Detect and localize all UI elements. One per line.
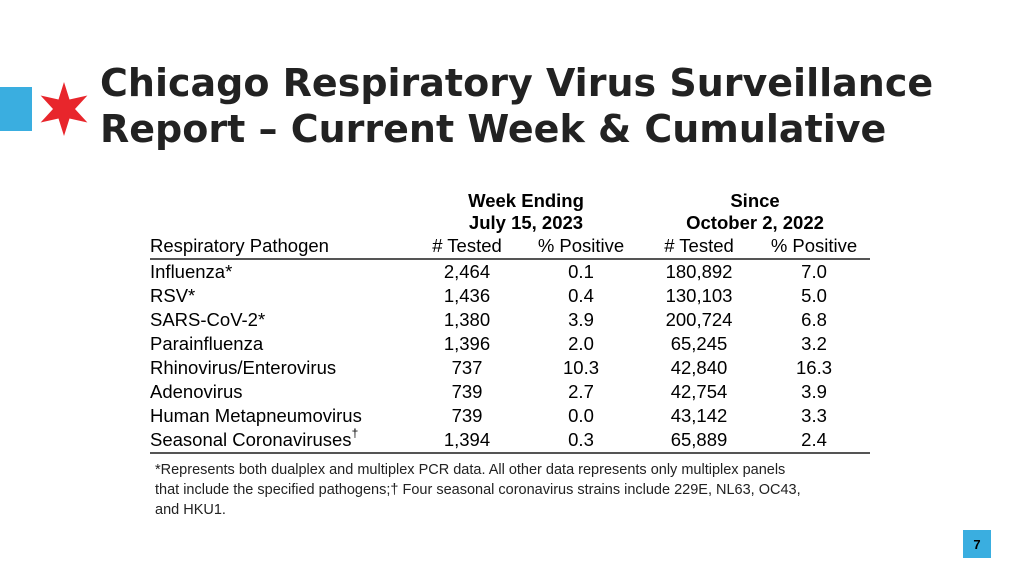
week-positive-cell: 0.4 [568, 285, 594, 306]
column-header-row: Respiratory Pathogen # Tested % Positive… [150, 234, 871, 260]
since-tested-cell: 42,840 [670, 357, 728, 378]
column-header-week-tested: # Tested [412, 234, 522, 260]
since-tested-cell: 130,103 [665, 285, 733, 306]
since-positive-cell: 3.3 [801, 405, 827, 426]
pathogen-cell: RSV* [150, 285, 196, 306]
table-row: Human Metapneumovirus 739 0.0 43,142 3.3 [150, 404, 870, 428]
since-tested-cell: 43,142 [670, 405, 728, 426]
week-tested-cell: 739 [451, 381, 483, 402]
week-positive-cell: 0.1 [568, 261, 594, 282]
since-tested-cell: 65,245 [670, 333, 728, 354]
pathogen-cell: Influenza* [150, 261, 233, 282]
column-header-since-tested: # Tested [640, 234, 759, 260]
column-group-header-row: Week Ending July 15, 2023 Since October … [150, 190, 870, 234]
pathogen-cell: Parainfluenza [150, 333, 264, 354]
since-group-header: Since October 2, 2022 [640, 190, 870, 234]
since-positive-cell: 2.4 [758, 428, 871, 454]
page-title: Chicago Respiratory Virus Surveillance R… [100, 60, 980, 152]
pathogen-cell: Adenovirus [150, 381, 243, 402]
footnote-line-3: and HKU1. [155, 502, 226, 518]
week-tested-cell: 1,380 [443, 309, 491, 330]
page-number: 7 [963, 530, 991, 558]
week-positive-cell: 10.3 [563, 357, 600, 378]
since-positive-cell: 5.0 [801, 285, 827, 306]
pathogen-cell: Rhinovirus/Enterovirus [150, 357, 337, 378]
week-tested-cell: 1,436 [443, 285, 491, 306]
week-positive-cell: 0.3 [522, 428, 641, 454]
pathogen-name: Seasonal Coronaviruses [150, 429, 352, 450]
since-positive-cell: 16.3 [796, 357, 833, 378]
since-tested-cell: 180,892 [665, 261, 733, 282]
since-tested-cell: 65,889 [640, 428, 759, 454]
empty-group-cell [150, 190, 412, 234]
column-header-since-positive: % Positive [758, 234, 871, 260]
week-tested-cell: 739 [451, 405, 483, 426]
pathogen-cell: SARS-CoV-2* [150, 309, 266, 330]
since-date: October 2, 2022 [686, 212, 824, 233]
since-positive-cell: 7.0 [801, 261, 827, 282]
pathogen-cell: Seasonal Coronaviruses† [150, 425, 412, 454]
dagger-footnote-mark: † [351, 425, 359, 440]
since-positive-cell: 3.2 [801, 333, 827, 354]
title-line-1: Chicago Respiratory Virus Surveillance [100, 61, 934, 105]
surveillance-table: Week Ending July 15, 2023 Since October … [150, 190, 871, 454]
table-row: RSV* 1,436 0.4 130,103 5.0 [150, 284, 870, 308]
week-positive-cell: 0.0 [568, 405, 594, 426]
week-tested-cell: 2,464 [443, 261, 491, 282]
six-point-star-icon [40, 82, 88, 136]
table-row: Parainfluenza 1,396 2.0 65,245 3.2 [150, 332, 870, 356]
footnote-line-2: that include the specified pathogens;† F… [155, 482, 801, 498]
column-header-week-positive: % Positive [522, 234, 641, 260]
table-row: Seasonal Coronaviruses† 1,394 0.3 65,889… [150, 425, 871, 454]
week-tested-cell: 737 [451, 357, 483, 378]
week-ending-date: July 15, 2023 [468, 212, 584, 233]
week-tested-cell: 1,396 [443, 333, 491, 354]
table-row: SARS-CoV-2* 1,380 3.9 200,724 6.8 [150, 308, 870, 332]
week-positive-cell: 3.9 [568, 309, 594, 330]
column-header-pathogen: Respiratory Pathogen [150, 234, 412, 260]
since-tested-cell: 42,754 [670, 381, 728, 402]
pathogen-cell: Human Metapneumovirus [150, 405, 362, 426]
week-ending-group-header: Week Ending July 15, 2023 [412, 190, 640, 234]
week-positive-cell: 2.0 [568, 333, 594, 354]
since-positive-cell: 3.9 [801, 381, 827, 402]
title-line-2: Report – Current Week & Cumulative [100, 107, 887, 151]
since-tested-cell: 200,724 [665, 309, 733, 330]
since-label: Since [730, 190, 780, 211]
table-row: Adenovirus 739 2.7 42,754 3.9 [150, 380, 870, 404]
surveillance-table-container: Week Ending July 15, 2023 Since October … [150, 190, 871, 520]
table-footnote: *Represents both dualplex and multiplex … [150, 460, 870, 520]
accent-bar [0, 87, 32, 131]
week-tested-cell: 1,394 [412, 428, 522, 454]
since-positive-cell: 6.8 [801, 309, 827, 330]
week-ending-label: Week Ending [468, 190, 584, 211]
footnote-line-1: *Represents both dualplex and multiplex … [155, 462, 786, 478]
week-positive-cell: 2.7 [568, 381, 594, 402]
table-row: Rhinovirus/Enterovirus 737 10.3 42,840 1… [150, 356, 870, 380]
table-row: Influenza* 2,464 0.1 180,892 7.0 [150, 259, 870, 284]
